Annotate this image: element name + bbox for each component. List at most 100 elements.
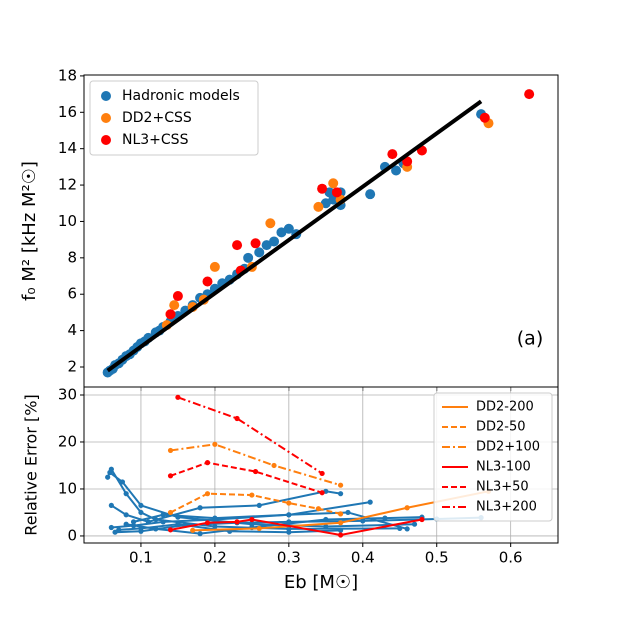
scatter-point xyxy=(232,240,243,251)
legend-label: NL3+50 xyxy=(476,480,529,495)
point xyxy=(319,470,325,477)
point xyxy=(108,502,114,509)
x-tick-label: 0.4 xyxy=(351,549,375,567)
point xyxy=(175,394,181,400)
point xyxy=(360,518,366,524)
point xyxy=(212,523,218,530)
point xyxy=(337,482,344,488)
scatter-point xyxy=(276,227,287,238)
y-tick-label: 2 xyxy=(67,357,77,375)
series-line xyxy=(111,501,371,529)
fit-line xyxy=(106,99,483,373)
scatter-point xyxy=(324,187,335,198)
scatter-point xyxy=(320,198,331,209)
point xyxy=(234,415,240,422)
scatter-point xyxy=(328,178,339,189)
point xyxy=(323,523,329,530)
scatter-point xyxy=(269,236,280,247)
y-tick-label: 6 xyxy=(67,285,77,303)
point xyxy=(315,506,322,512)
point xyxy=(286,512,292,518)
point xyxy=(404,526,410,532)
x-axis-label: Eb [M☉] xyxy=(284,572,358,593)
y-tick-label: 14 xyxy=(58,139,77,157)
legend-label: Hadronic models xyxy=(122,88,240,104)
point xyxy=(271,462,277,469)
point xyxy=(256,502,262,509)
scatter-point xyxy=(254,247,265,258)
point xyxy=(337,532,344,538)
scatter-point xyxy=(391,165,402,176)
scatter-point xyxy=(202,276,213,287)
point xyxy=(256,525,262,532)
point xyxy=(204,491,211,497)
scatter-point xyxy=(317,183,328,194)
point xyxy=(234,519,240,525)
point xyxy=(411,521,418,527)
point xyxy=(249,492,255,498)
x-tick-label: 0.5 xyxy=(425,549,449,567)
point xyxy=(160,512,166,518)
series-line xyxy=(170,461,323,494)
point xyxy=(190,527,196,533)
point xyxy=(367,499,373,505)
point xyxy=(167,473,174,479)
point xyxy=(108,524,114,531)
y-tick-label: 20 xyxy=(58,432,77,450)
series-line xyxy=(170,518,423,537)
point xyxy=(252,468,259,475)
scatter-point xyxy=(524,89,535,100)
legend-label: NL3+CSS xyxy=(122,132,189,148)
point xyxy=(337,527,344,533)
scatter-point xyxy=(365,189,376,200)
scatter-point xyxy=(169,300,180,311)
point xyxy=(105,474,111,480)
legend-marker xyxy=(101,113,111,123)
y-tick-label: 4 xyxy=(67,321,77,339)
y-tick-label: 0 xyxy=(67,526,77,544)
series-line xyxy=(177,396,323,475)
scatter-point xyxy=(283,223,294,234)
x-tick-label: 0.1 xyxy=(129,549,153,567)
point xyxy=(138,528,144,534)
point xyxy=(197,531,203,537)
point xyxy=(138,509,144,516)
annotation: (a) xyxy=(517,328,543,350)
scatter-point xyxy=(165,309,176,320)
point xyxy=(204,460,211,466)
x-tick-label: 0.6 xyxy=(499,549,523,567)
series-line xyxy=(170,492,341,515)
legend-label: DD2+100 xyxy=(476,440,540,455)
point xyxy=(130,519,137,525)
point xyxy=(119,479,126,485)
y-tick-label: 18 xyxy=(58,66,77,84)
point xyxy=(319,490,325,496)
point xyxy=(286,500,292,506)
legend-label: DD2-50 xyxy=(476,420,526,435)
legend-box xyxy=(89,80,259,156)
y-tick-label: 10 xyxy=(58,479,77,497)
point xyxy=(167,447,174,454)
scatter-point xyxy=(209,261,220,272)
point xyxy=(107,469,113,476)
scatter-point xyxy=(313,201,324,212)
point xyxy=(337,491,344,497)
y-tick-label: 16 xyxy=(58,103,77,121)
point xyxy=(138,502,144,509)
point xyxy=(286,529,292,535)
legend-label: NL3-100 xyxy=(476,460,531,475)
point xyxy=(212,441,218,447)
series-line xyxy=(106,467,400,530)
legend-box xyxy=(433,392,553,522)
y-tick-label: 30 xyxy=(58,385,77,403)
scatter-point xyxy=(265,218,276,229)
point xyxy=(249,516,255,523)
plot-frame xyxy=(83,386,559,544)
legend-label: DD2-200 xyxy=(476,400,534,415)
series-line xyxy=(170,443,341,487)
point xyxy=(204,520,211,526)
y-tick-label: 12 xyxy=(58,176,77,194)
point xyxy=(419,516,425,523)
point xyxy=(123,521,129,527)
